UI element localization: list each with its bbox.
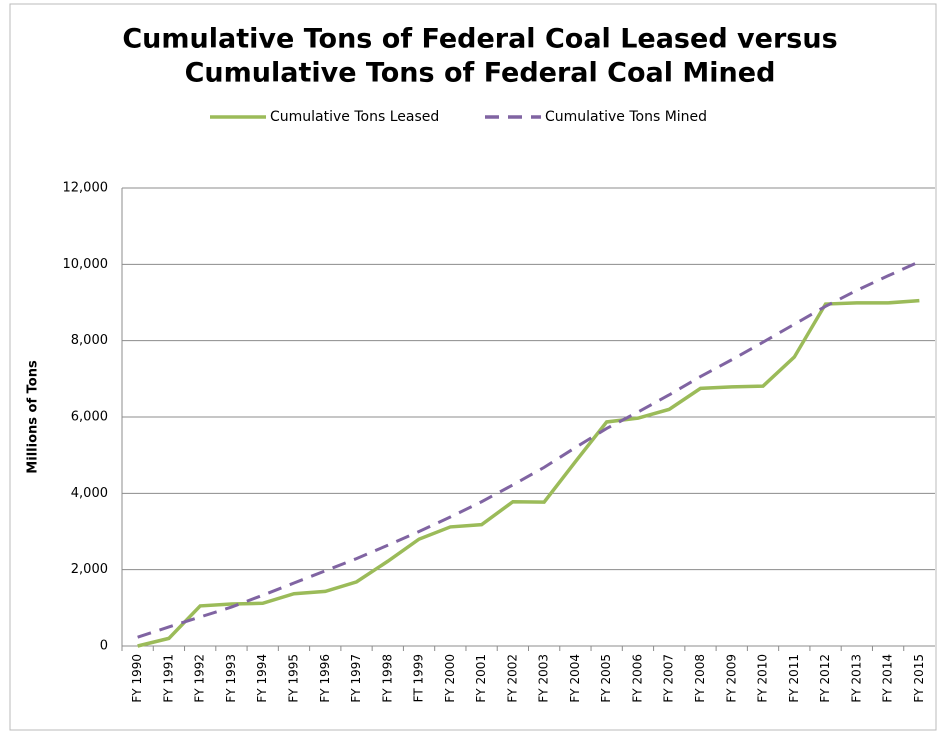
x-tick-label: FY 2003 [537, 654, 551, 703]
y-tick-label: 4,000 [71, 486, 108, 501]
legend-label: Cumulative Tons Leased [270, 109, 439, 125]
x-tick-label: FY 1994 [255, 654, 269, 703]
legend-label: Cumulative Tons Mined [545, 109, 707, 125]
y-axis-label: Millions of Tons [26, 360, 41, 474]
x-tick-label: FY 2012 [818, 654, 832, 703]
x-tick-label: FY 1990 [130, 654, 144, 703]
x-tick-label: FY 2004 [568, 654, 582, 703]
x-tick-label: FY 2005 [599, 654, 613, 703]
series-line [137, 298, 920, 648]
y-tick-label: 8,000 [71, 333, 108, 348]
x-tick-label: FY 2002 [505, 654, 519, 703]
y-tick-label: 0 [100, 639, 108, 654]
x-tick-label: FY 1992 [193, 654, 207, 703]
x-tick-label: FY 1991 [161, 654, 175, 703]
x-tick-label: FT 1999 [412, 654, 426, 702]
x-tick-label: FY 2001 [474, 654, 488, 703]
chart-title: Cumulative Tons of Federal Coal Mined [185, 58, 776, 89]
y-tick-label: 6,000 [71, 410, 108, 425]
series-line [137, 260, 920, 639]
x-tick-label: FY 1997 [349, 654, 363, 703]
x-tick-label: FY 2008 [693, 654, 707, 703]
x-tick-label: FY 2014 [881, 654, 895, 703]
x-tick-label: FY 2013 [849, 654, 863, 703]
x-tick-label: FY 2006 [630, 654, 644, 703]
x-tick-label: FY 1998 [380, 654, 394, 703]
chart-title: Cumulative Tons of Federal Coal Leased v… [122, 24, 837, 55]
x-tick-label: FY 1996 [318, 654, 332, 703]
x-tick-label: FY 2010 [756, 654, 770, 703]
x-tick-label: FY 2011 [787, 654, 801, 703]
y-tick-label: 2,000 [71, 562, 108, 577]
x-tick-label: FY 2009 [724, 654, 738, 703]
x-tick-label: FY 2007 [662, 654, 676, 703]
x-tick-label: FY 2015 [912, 654, 926, 703]
x-tick-label: FY 1995 [286, 654, 300, 703]
chart-border [9, 3, 937, 731]
x-tick-label: FY 1993 [224, 654, 238, 703]
y-tick-label: 12,000 [63, 181, 109, 196]
y-tick-label: 10,000 [63, 257, 109, 272]
x-tick-label: FY 2000 [443, 654, 457, 703]
